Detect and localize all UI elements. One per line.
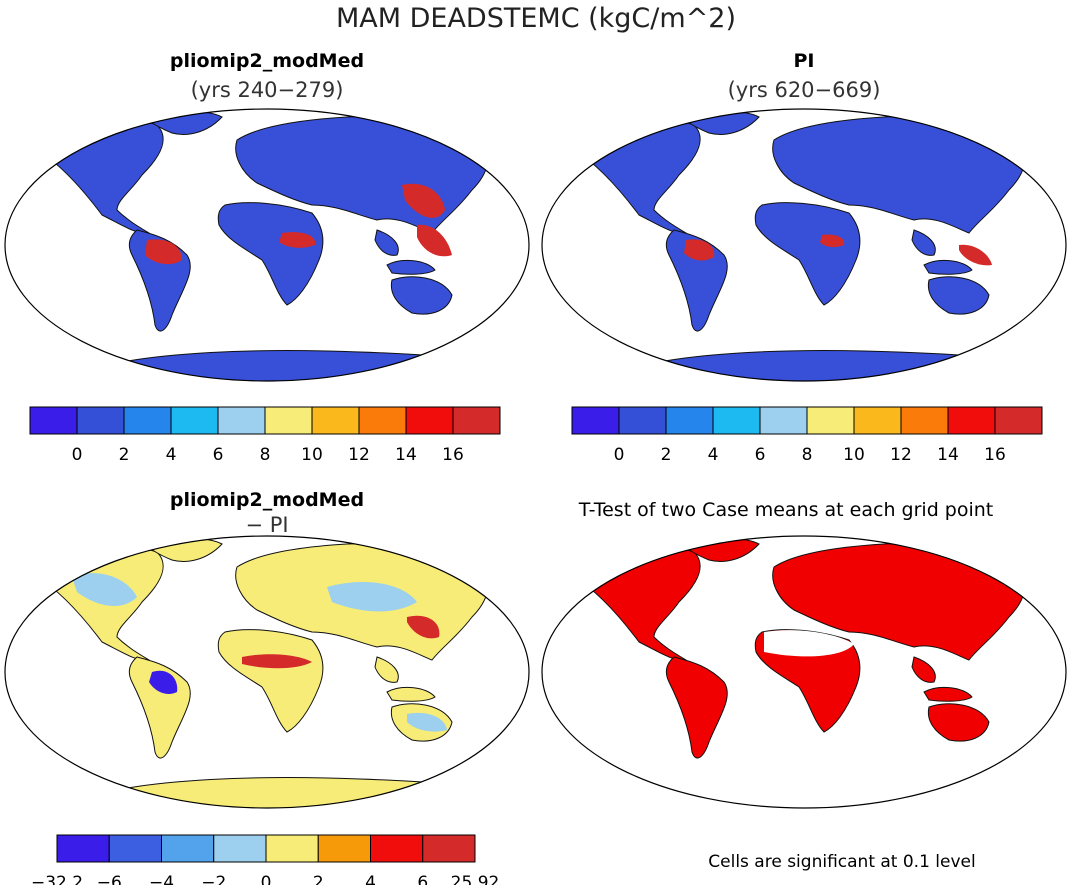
colorbar-swatch (29, 406, 78, 435)
colorbar-swatch (311, 406, 360, 435)
colorbar-swatch (217, 406, 266, 435)
colorbar-swatch (265, 834, 319, 863)
colorbar-label: 6 (417, 873, 428, 885)
colorbar-label: 14 (395, 445, 417, 465)
ttest-note: Cells are significant at 0.1 level (708, 852, 975, 872)
colorbar-label: 0 (72, 445, 83, 465)
colorbar-swatch (76, 406, 125, 435)
high-region-amazon (684, 239, 715, 261)
colorbar-swatch (123, 406, 172, 435)
colorbar-swatch (452, 406, 501, 435)
colorbar-swatch (665, 406, 714, 435)
colorbar-label: 14 (937, 445, 959, 465)
colorbar-label: 10 (301, 445, 323, 465)
colorbar-label: 6 (755, 445, 766, 465)
colorbar-swatch (947, 406, 996, 435)
high-region-congo (279, 232, 316, 248)
colorbar-label: 10 (843, 445, 865, 465)
light-blue-region-aus (407, 712, 447, 732)
land-fill (573, 537, 1045, 808)
colorbar-label: 4 (708, 445, 719, 465)
colorbar-label: −32.2 (31, 873, 83, 885)
high-region-seasia (959, 244, 992, 266)
colorbar-swatch (806, 406, 855, 435)
colorbar-label: −2 (201, 873, 226, 885)
colorbar-swatch (405, 406, 454, 435)
colorbar-control: 0 2 4 6 8 10 12 14 16 (571, 406, 1043, 465)
colorbar-swatch (370, 834, 424, 863)
colorbar-swatch (264, 406, 313, 435)
colorbar-label: 12 (348, 445, 370, 465)
panel-ttest: T-Test of two Case means at each grid po… (541, 499, 1067, 809)
colorbar-label: 4 (166, 445, 177, 465)
light-blue-region-asia (327, 582, 417, 612)
colorbar-label: −6 (97, 873, 122, 885)
high-region-seasia (417, 224, 452, 257)
colorbar-label: 4 (365, 873, 376, 885)
high-region-amazon (145, 239, 182, 265)
colorbar-swatch (161, 834, 215, 863)
panel-difference: pliomip2_modMed − PI (4, 489, 530, 809)
high-region-congo (820, 234, 845, 248)
panel-subtitle: − PI (245, 513, 288, 537)
colorbar-swatch (317, 834, 371, 863)
blue-region-amazon (149, 670, 178, 694)
red-region-china (407, 615, 440, 639)
colorbar-swatch (994, 406, 1043, 435)
colorbar-label: 2 (313, 873, 324, 885)
globe-border (541, 535, 1067, 809)
colorbar-label: 2 (661, 445, 672, 465)
panel-title: pliomip2_modMed (170, 50, 364, 72)
globe-border (4, 535, 530, 809)
colorbar-swatch (712, 406, 761, 435)
red-region-sahel (242, 654, 312, 669)
colorbar-label: 6 (213, 445, 224, 465)
colorbar-swatch (170, 406, 219, 435)
colorbar-label: −4 (149, 873, 174, 885)
colorbar-label: 8 (260, 445, 271, 465)
colorbar-label: 8 (802, 445, 813, 465)
panel-title: PI (794, 50, 815, 72)
panel-control: PI (yrs 620−669) (541, 50, 1067, 382)
high-region-asia (402, 183, 445, 218)
colorbar-difference: −32.2 −6 −4 −2 0 2 4 6 25.92 (31, 834, 500, 890)
colorbar-swatch (213, 834, 267, 863)
colorbar-label: 16 (442, 445, 464, 465)
colorbar-swatch (853, 406, 902, 435)
panel-title: T-Test of two Case means at each grid po… (578, 499, 994, 521)
colorbar-swatch (108, 834, 162, 863)
panel-title: pliomip2_modMed (170, 489, 364, 511)
colorbar-label: 2 (119, 445, 130, 465)
panel-subtitle: (yrs 240−279) (191, 78, 344, 102)
colorbar-label: 16 (984, 445, 1006, 465)
colorbar-label: 25.92 (451, 873, 500, 885)
colorbar-label: 0 (614, 445, 625, 465)
panel-subtitle: (yrs 620−669) (728, 78, 881, 102)
globe-border (541, 108, 1067, 382)
colorbar-swatch (56, 834, 110, 863)
colorbar-label: 12 (890, 445, 912, 465)
globe-border (4, 108, 530, 382)
colorbar-swatch (358, 406, 407, 435)
colorbar-model: 0 2 4 6 8 10 12 14 16 (29, 406, 501, 465)
colorbar-swatch (571, 406, 620, 435)
colorbar-swatch (900, 406, 949, 435)
colorbar-swatch (759, 406, 808, 435)
figure-title: MAM DEADSTEMC (kgC/m^2) (336, 3, 736, 34)
colorbar-swatch (618, 406, 667, 435)
panel-model: pliomip2_modMed (yrs 240−279) (4, 50, 530, 382)
colorbar-swatch (422, 834, 476, 863)
light-blue-region-na (72, 573, 137, 607)
colorbar-label: 0 (261, 873, 272, 885)
not-significant-sahara (764, 630, 854, 657)
